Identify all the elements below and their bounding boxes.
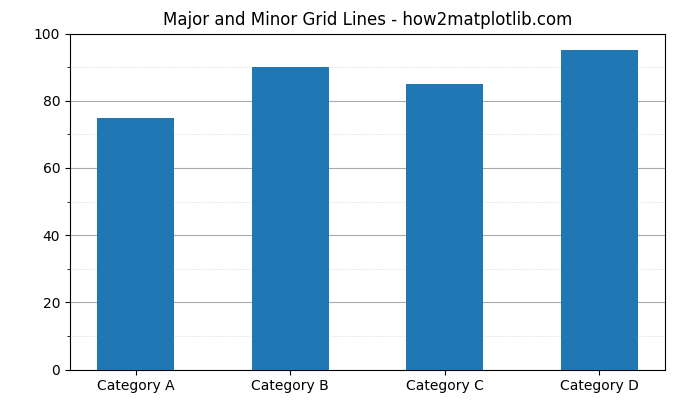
Bar	[97, 118, 174, 370]
Bar	[251, 67, 329, 370]
Title: Major and Minor Grid Lines - how2matplotlib.com: Major and Minor Grid Lines - how2matplot…	[163, 11, 572, 29]
Bar	[406, 84, 484, 370]
Bar	[561, 50, 638, 370]
